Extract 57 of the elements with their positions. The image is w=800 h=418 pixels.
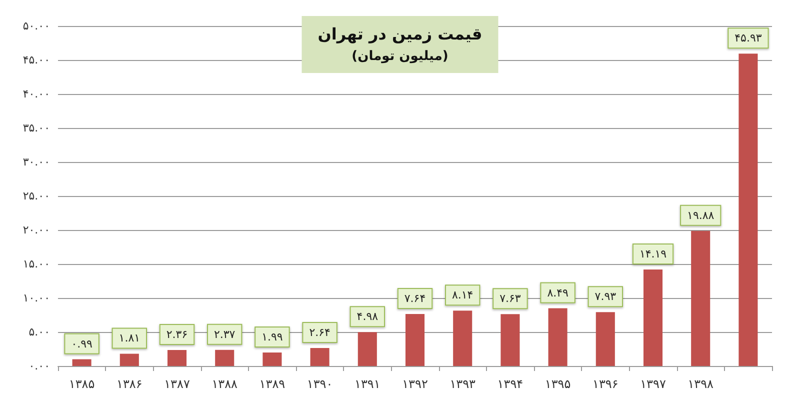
y-tick-label: ۲۵.۰۰ (22, 190, 50, 202)
x-tick-label: ۱۳۹۵ (544, 377, 571, 391)
y-tick-label: ۴۵.۰۰ (22, 54, 50, 66)
bar (453, 310, 472, 366)
y-tick-label: ۵.۰۰ (28, 326, 50, 338)
y-tick-label: ۴۰.۰۰ (22, 88, 50, 100)
data-label: ۷.۶۴ (404, 292, 426, 306)
bar (691, 230, 710, 366)
x-tick-label: ۱۳۸۷ (164, 377, 190, 391)
bar (120, 354, 139, 366)
chart-title: قیمت زمین در تهران (318, 24, 482, 44)
x-tick-label: ۱۳۹۸ (688, 377, 714, 391)
y-tick-label: ۱۰.۰۰ (22, 292, 50, 304)
bar (310, 348, 330, 366)
y-tick-label: ۱۵.۰۰ (22, 258, 50, 270)
x-tick-label: ۱۳۹۱ (354, 377, 380, 391)
x-tick-label: ۱۳۹۴ (497, 377, 524, 391)
y-tick-label: ۳۵.۰۰ (22, 122, 50, 134)
bar (167, 350, 187, 366)
x-tick-label: ۱۳۸۵ (68, 377, 95, 391)
x-tick-label: ۱۳۸۹ (259, 377, 286, 391)
x-tick-label: ۱۳۹۶ (592, 377, 618, 391)
y-tick-label: ۳۰.۰۰ (22, 156, 50, 168)
bar (215, 350, 234, 366)
x-tick-label: ۱۳۹۲ (402, 377, 428, 391)
bar (596, 312, 615, 366)
data-label: ۲.۳۷ (214, 328, 236, 341)
bar (500, 314, 520, 366)
y-tick-label: ۰.۰۰ (28, 360, 50, 372)
y-tick-label: ۵۰.۰۰ (22, 20, 50, 32)
bar (358, 332, 377, 366)
data-label: ۷.۹۳ (594, 290, 616, 304)
data-label: ۸.۴۹ (547, 286, 568, 300)
bar (738, 54, 758, 366)
data-label: ۴۵.۹۳ (734, 32, 762, 45)
x-tick-label: ۱۳۸۶ (116, 377, 142, 391)
bar (405, 314, 425, 366)
bar (262, 352, 282, 366)
data-label: ۱۴.۱۹ (639, 248, 667, 261)
data-label: ۱۹.۸۸ (687, 208, 714, 222)
x-tick-label: ۱۳۸۸ (212, 377, 238, 391)
bar (643, 270, 663, 366)
text: (میلیون تومان) (352, 49, 448, 64)
data-label: ۱.۹۹ (262, 330, 283, 344)
x-tick-label: ۱۳۹۷ (640, 377, 666, 391)
data-label: ۷.۶۳ (500, 292, 521, 306)
x-tick-label: ۱۳۹۰ (306, 377, 333, 391)
bar (548, 308, 568, 366)
data-label: ۰.۹۹ (71, 337, 92, 350)
bar (72, 359, 92, 366)
data-label: ۲.۶۴ (309, 326, 330, 340)
data-label: ۸.۱۴ (452, 288, 474, 302)
x-tick-label: ۱۳۹۳ (450, 377, 476, 391)
data-label: ۲.۳۶ (166, 328, 188, 341)
y-tick-label: ۲۰.۰۰ (22, 224, 50, 236)
data-label: ۱.۸۱ (118, 332, 140, 345)
data-label: ۴.۹۸ (356, 310, 378, 324)
